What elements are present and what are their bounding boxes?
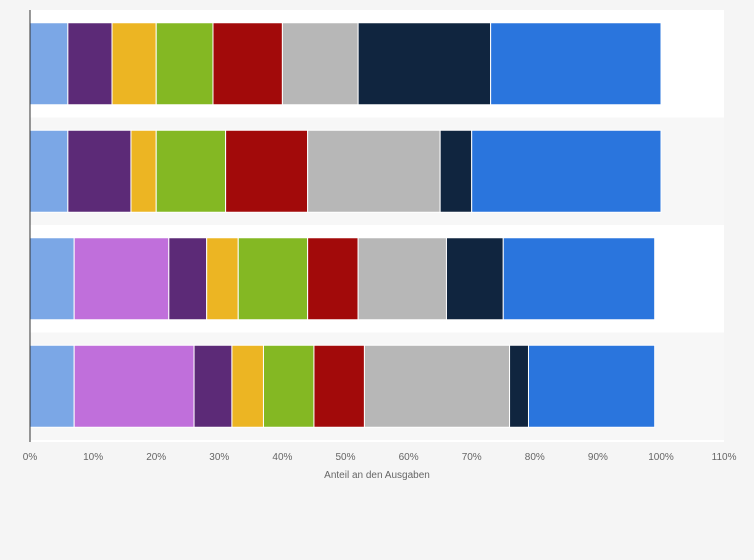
bar-segment[interactable]: [262, 344, 315, 428]
x-tick-label: 20%: [146, 452, 166, 463]
bar-segment[interactable]: [237, 237, 309, 321]
bar-segment[interactable]: [29, 237, 75, 321]
bar-segment[interactable]: [357, 22, 492, 106]
bar-segment[interactable]: [111, 22, 157, 106]
x-tick-label: 0%: [23, 452, 38, 463]
bar-segment[interactable]: [527, 344, 656, 428]
bar-segment[interactable]: [490, 22, 662, 106]
x-tick-label: 40%: [272, 452, 292, 463]
bar-segment[interactable]: [439, 129, 473, 213]
bar-segment[interactable]: [509, 344, 529, 428]
bar-segment[interactable]: [73, 344, 195, 428]
bar-segment[interactable]: [281, 22, 359, 106]
bar-segment[interactable]: [502, 237, 656, 321]
bar-segment[interactable]: [155, 22, 214, 106]
x-tick-label: 10%: [83, 452, 103, 463]
bar-segment[interactable]: [231, 344, 264, 428]
bar-segment[interactable]: [193, 344, 233, 428]
bar-segment[interactable]: [67, 129, 132, 213]
x-tick-label: 30%: [209, 452, 229, 463]
x-tick-label: 60%: [399, 452, 419, 463]
bar-segment[interactable]: [29, 129, 69, 213]
bar-segment[interactable]: [357, 237, 447, 321]
bar-segment[interactable]: [73, 237, 170, 321]
bar-segment[interactable]: [307, 129, 441, 213]
bar-segment[interactable]: [29, 22, 69, 106]
bar-segment[interactable]: [307, 237, 359, 321]
x-tick-label: 100%: [648, 452, 674, 463]
bar-segment[interactable]: [168, 237, 208, 321]
bar-segment[interactable]: [67, 22, 113, 106]
x-axis-title: Anteil an den Ausgaben: [324, 470, 430, 481]
bar-segment[interactable]: [445, 237, 504, 321]
bar-segment[interactable]: [363, 344, 511, 428]
bar-segment[interactable]: [130, 129, 157, 213]
x-tick-label: 110%: [712, 452, 737, 463]
bar-segment[interactable]: [471, 129, 662, 213]
x-tick-label: 90%: [588, 452, 608, 463]
bar-segment[interactable]: [313, 344, 365, 428]
bar-segment[interactable]: [155, 129, 227, 213]
x-tick-label: 70%: [462, 452, 482, 463]
x-tick-label: 80%: [525, 452, 545, 463]
bar-segment[interactable]: [29, 344, 75, 428]
bar-segment[interactable]: [212, 22, 283, 106]
x-axis-ticks: 0% 10% 20% 30% 40% 50% 60% 70% 80% 90% 100% 110%: [23, 452, 737, 463]
x-tick-label: 50%: [335, 452, 355, 463]
bar-segment[interactable]: [225, 129, 309, 213]
bars: [29, 22, 662, 428]
bar-segment[interactable]: [206, 237, 239, 321]
